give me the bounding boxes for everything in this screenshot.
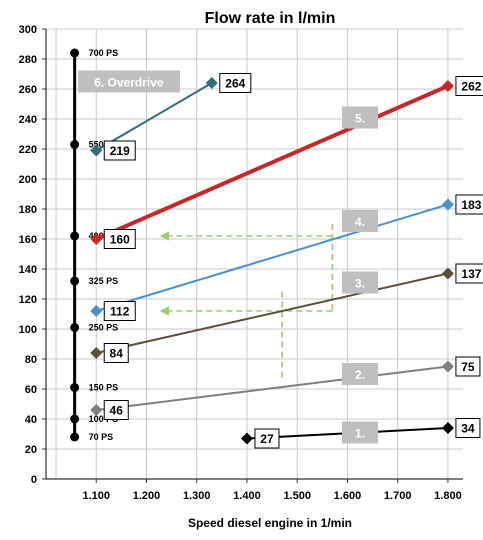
power-scale-label: 550 PS xyxy=(89,140,119,150)
series-marker xyxy=(441,80,454,92)
series-group xyxy=(90,77,454,445)
y-tick-label: 260 xyxy=(19,84,37,96)
power-scale-dot xyxy=(70,48,80,58)
series-line xyxy=(96,272,449,354)
label-group: 27 34 1. 46 75 2. 84 137 3. 112 183 4. 160 262 5. 219 26… xyxy=(77,70,483,449)
data-label: 34 xyxy=(461,422,475,436)
data-label-box xyxy=(254,428,280,449)
power-scale-label: 700 PS xyxy=(89,48,119,58)
power-scale-dot xyxy=(70,414,80,424)
data-label: 112 xyxy=(110,305,130,319)
series-marker xyxy=(441,267,454,280)
series-marker xyxy=(205,77,218,89)
y-tick-label: 40 xyxy=(25,414,37,426)
data-label: 264 xyxy=(225,77,245,91)
series-line xyxy=(96,365,449,411)
data-label: 84 xyxy=(110,347,124,361)
y-tick-label: 180 xyxy=(19,204,37,216)
data-label-box xyxy=(219,73,252,93)
data-label: 46 xyxy=(110,404,124,418)
x-axis-label: Speed diesel engine in 1/min xyxy=(188,516,352,530)
y-tick-label: 300 xyxy=(19,24,37,36)
y-tick-label: 0 xyxy=(31,474,37,486)
x-tick-label: 1.100 xyxy=(82,490,110,502)
series-marker xyxy=(90,404,103,416)
y-tick-label: 120 xyxy=(19,294,37,306)
series-line xyxy=(95,84,449,241)
series-marker xyxy=(90,144,103,157)
series-line xyxy=(95,203,449,312)
power-scale-dot xyxy=(70,323,80,332)
gear-label-box xyxy=(342,421,379,444)
gear-label: 4. xyxy=(355,215,365,229)
x-tick-label: 1.800 xyxy=(434,490,462,502)
data-label: 75 xyxy=(461,360,475,374)
y-tick-label: 100 xyxy=(19,324,37,336)
y-tick-label: 80 xyxy=(25,354,37,366)
chart-title: Flow rate in l/min xyxy=(205,10,336,27)
data-label-box xyxy=(455,194,483,215)
data-label: 27 xyxy=(260,432,274,446)
axes: 0 20 40 60 80 100 120 140 160 180 200 220 240 260 280 3… xyxy=(19,24,463,502)
power-scale-label: 150 PS xyxy=(89,383,119,393)
gear-label: 2. xyxy=(355,368,365,382)
data-label-box xyxy=(455,356,481,377)
power-scale-dot xyxy=(70,432,80,442)
power-scale-label: 325 PS xyxy=(89,276,119,286)
y-tick-label: 140 xyxy=(19,264,37,276)
y-tick-label: 60 xyxy=(25,384,37,396)
gear-label: 1. xyxy=(355,427,365,441)
data-label: 262 xyxy=(461,80,481,94)
x-tick-label: 1.700 xyxy=(384,490,412,502)
gear-label-box xyxy=(77,70,180,93)
y-tick-label: 220 xyxy=(19,144,37,156)
gear-label-box xyxy=(342,271,379,294)
power-scale-dot xyxy=(70,140,80,149)
series-marker xyxy=(90,347,103,359)
data-label-box xyxy=(455,263,483,284)
series-marker xyxy=(90,305,103,317)
gear-label: 3. xyxy=(355,277,365,291)
data-label-box xyxy=(455,418,481,438)
series-marker xyxy=(441,360,454,373)
gear-label: 6. Overdrive xyxy=(94,76,164,90)
y-tick-label: 20 xyxy=(25,444,37,456)
data-label: 160 xyxy=(110,233,130,247)
series-marker xyxy=(90,233,103,245)
y-tick-label: 280 xyxy=(19,54,37,66)
series-marker xyxy=(441,422,454,434)
power-scale-label: 70 PS xyxy=(89,432,114,442)
power-scale-dot xyxy=(70,231,80,241)
data-label: 219 xyxy=(110,144,130,158)
x-tick-label: 1.600 xyxy=(334,490,362,502)
data-label-box xyxy=(103,343,129,363)
series-marker xyxy=(441,198,454,211)
y-tick-label: 160 xyxy=(19,234,37,246)
data-label-box xyxy=(103,301,136,321)
gear-label: 5. xyxy=(355,112,365,126)
x-tick-label: 1.300 xyxy=(183,490,211,502)
data-label-box xyxy=(455,76,483,96)
data-label-box xyxy=(103,400,129,420)
x-tick-label: 1.200 xyxy=(133,490,161,502)
data-label: 183 xyxy=(461,198,481,212)
x-tick-label: 1.400 xyxy=(233,490,261,502)
series-marker xyxy=(240,432,253,445)
gear-label-box xyxy=(342,106,379,129)
y-tick-label: 200 xyxy=(19,174,37,186)
power-scale-label: 100 PS xyxy=(89,414,119,424)
y-tick-label: 240 xyxy=(19,114,37,126)
data-label-box xyxy=(103,229,136,249)
data-label: 137 xyxy=(461,267,481,281)
power-scale-label: 250 PS xyxy=(89,323,119,333)
x-tick-label: 1.500 xyxy=(283,490,311,502)
power-scale-dot xyxy=(70,276,80,286)
gear-label-box xyxy=(342,363,379,385)
data-label-box xyxy=(103,140,136,161)
gear-label-box xyxy=(342,210,379,232)
power-scale-dot xyxy=(70,383,80,392)
series-line xyxy=(95,82,213,152)
